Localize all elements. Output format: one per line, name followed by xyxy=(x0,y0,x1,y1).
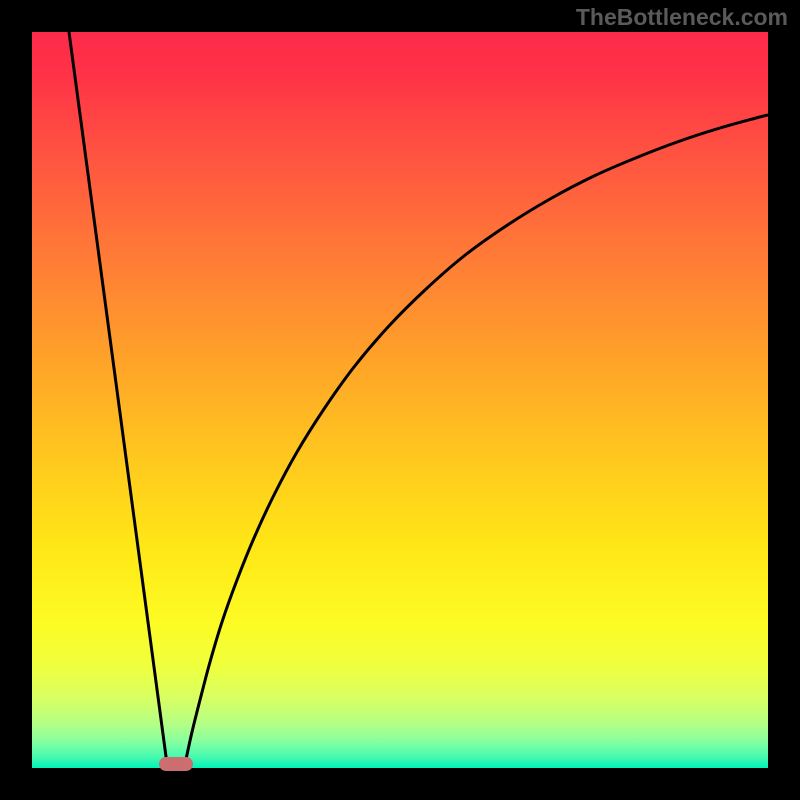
chart-container: TheBottleneck.com xyxy=(0,0,800,800)
valley-marker xyxy=(159,757,193,771)
plot-area xyxy=(32,32,768,768)
curve-overlay xyxy=(32,32,768,768)
left-line xyxy=(69,32,167,764)
right-curve xyxy=(185,115,768,764)
watermark-text: TheBottleneck.com xyxy=(576,4,788,31)
